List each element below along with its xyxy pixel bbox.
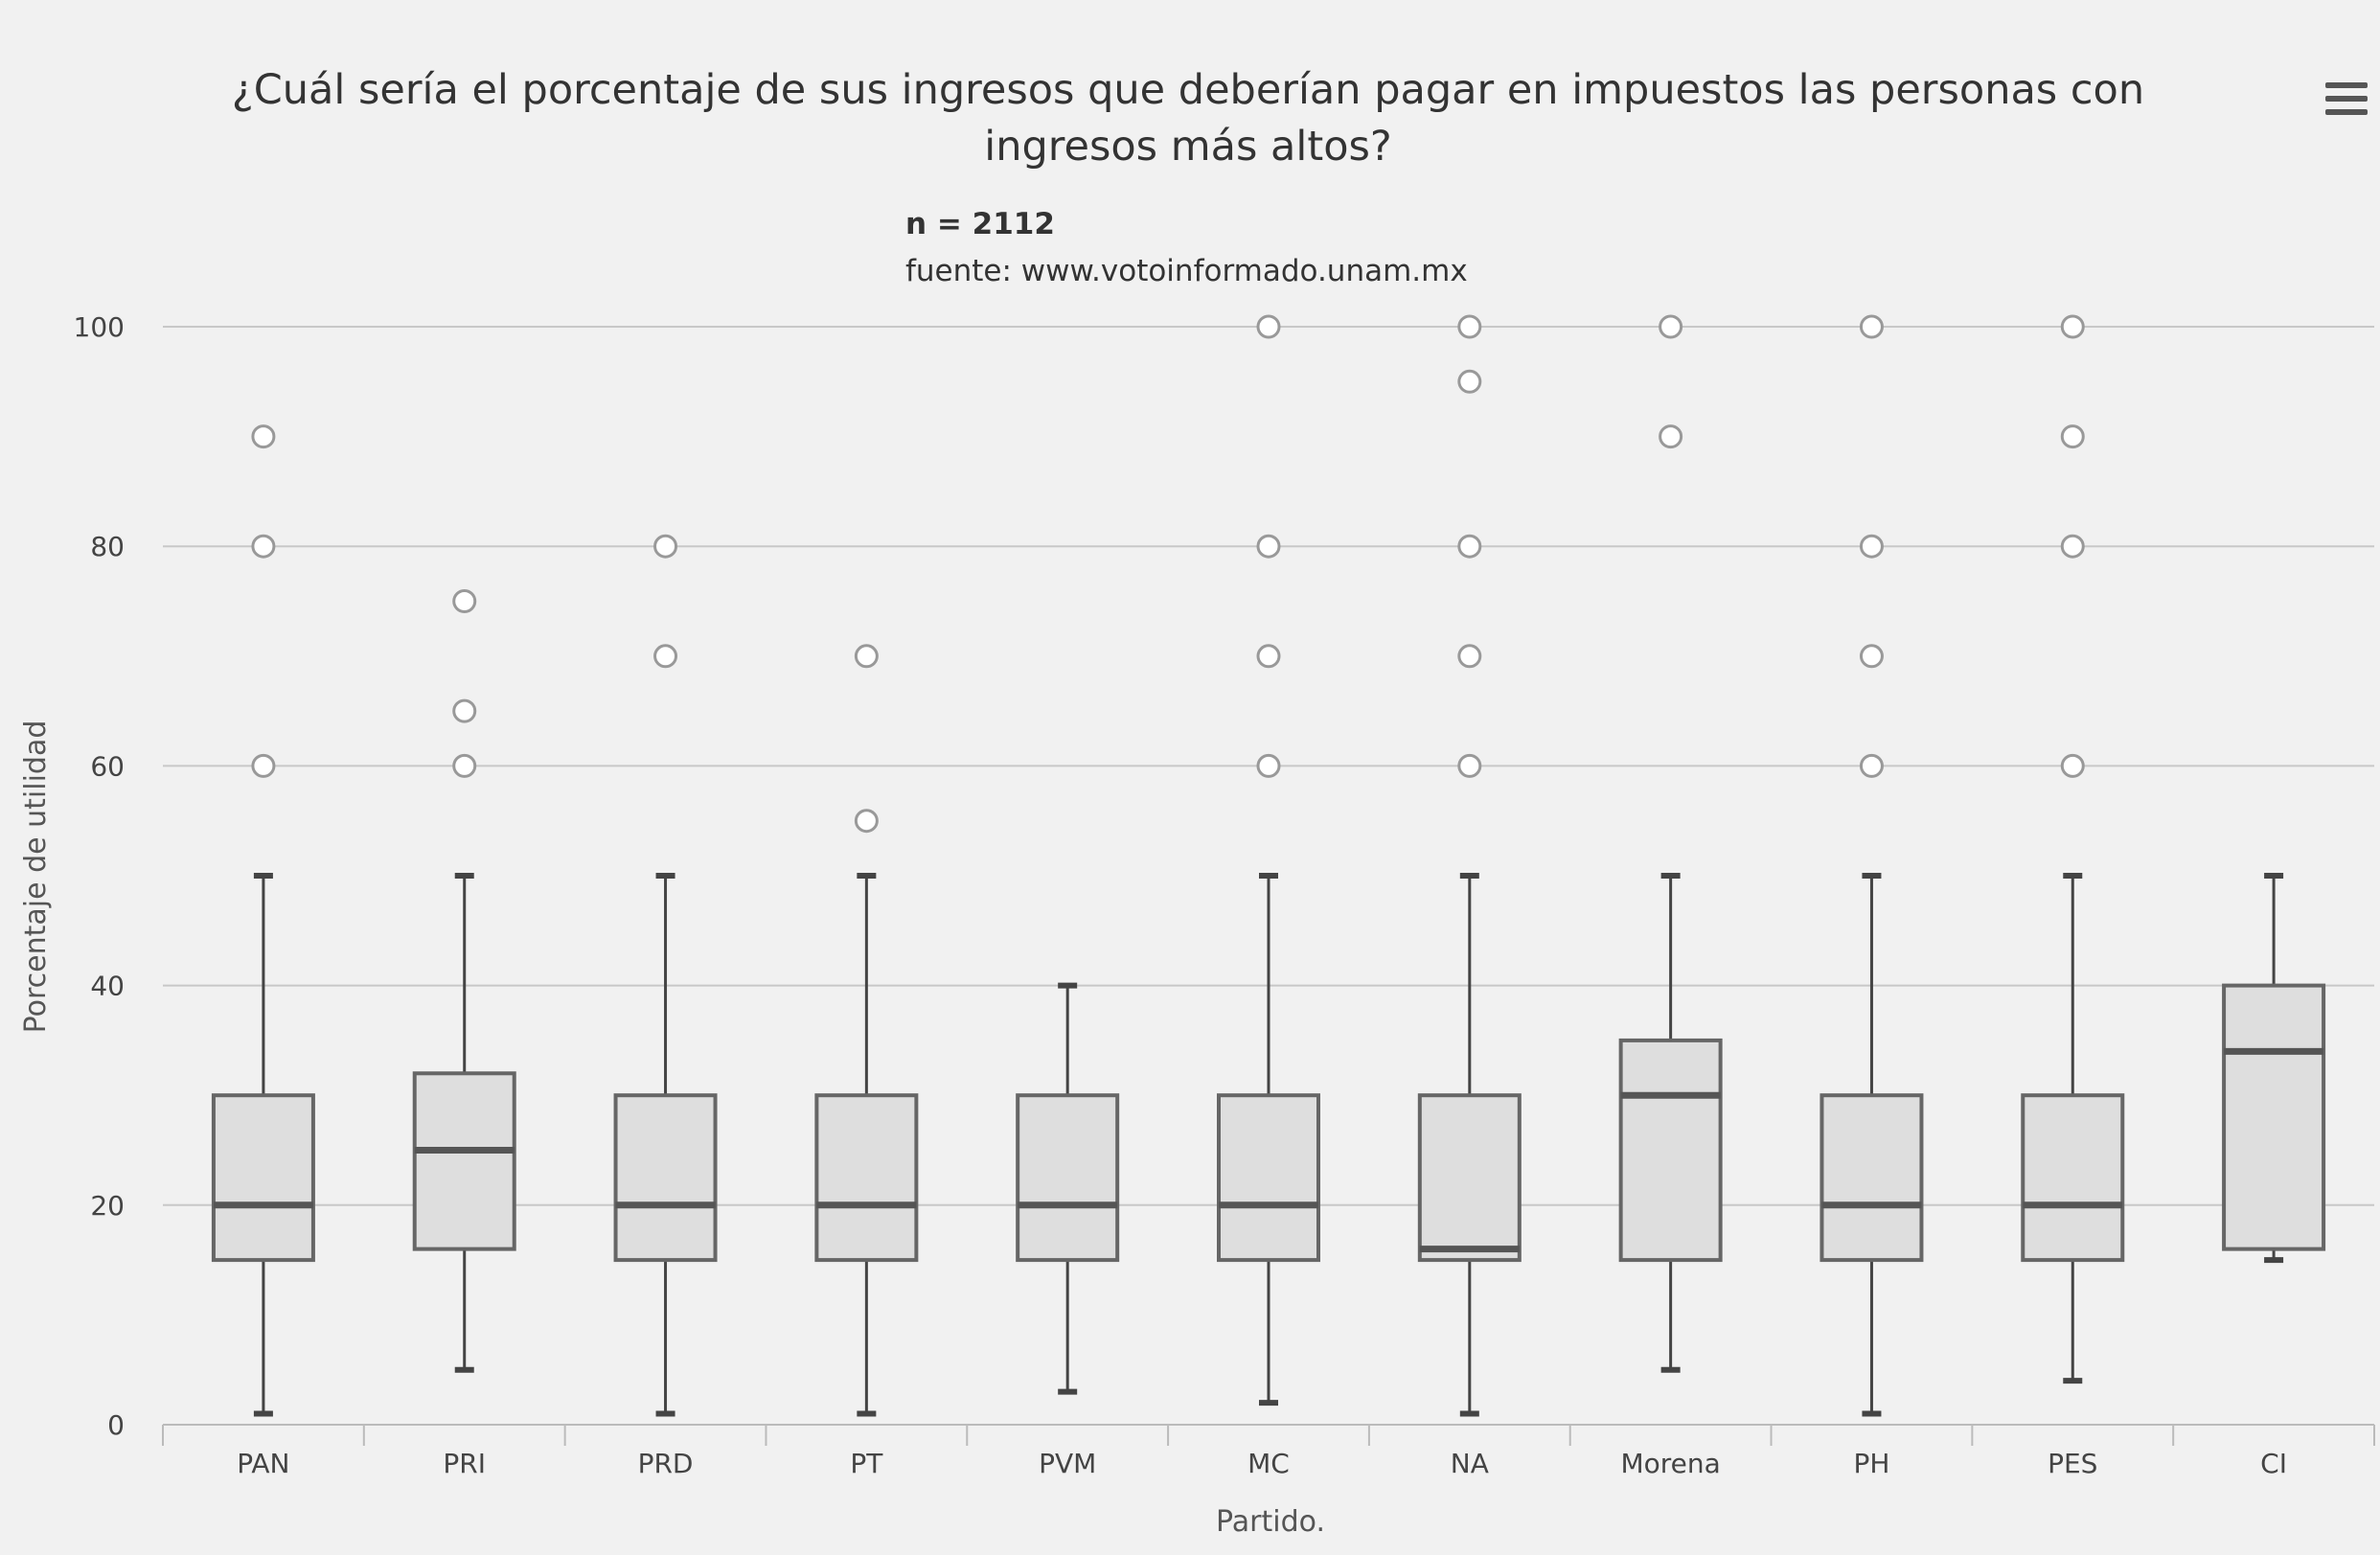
- box-mc: [1217, 1093, 1320, 1263]
- boxes: [211, 873, 2326, 1417]
- y-axis-title: Porcentaje de utilidad: [19, 720, 53, 1034]
- outliers: [251, 314, 2085, 834]
- chart-subtitle-n: n = 2112: [905, 207, 1055, 241]
- outlier-point-na: [1457, 369, 1482, 394]
- x-tick-label-morena: Morena: [1620, 1448, 1720, 1479]
- x-axis-title: Partido.: [1216, 1505, 1325, 1539]
- outlier-point-pan: [251, 753, 276, 778]
- outlier-point-prd: [653, 534, 678, 559]
- outlier-point-ph: [1859, 314, 1884, 339]
- outlier-point-ph: [1859, 644, 1884, 669]
- outlier-point-pri: [452, 589, 477, 613]
- outlier-point-pes: [2060, 314, 2085, 339]
- x-tick-label-mc: MC: [1247, 1448, 1290, 1479]
- x-tick-label-pt: PT: [850, 1448, 883, 1479]
- chart-title-line-1: ¿Cuál sería el porcentaje de sus ingreso…: [232, 66, 2144, 114]
- outlier-point-pt: [854, 809, 879, 834]
- y-tick-label-80: 80: [90, 531, 125, 562]
- x-tick-label-na: NA: [1451, 1448, 1489, 1479]
- y-axis: 0 20 40 60 80 100: [74, 311, 125, 1441]
- outlier-point-na: [1457, 753, 1482, 778]
- box-na: [1417, 1093, 1522, 1263]
- box-pri: [412, 1071, 516, 1251]
- hamburger-menu-icon[interactable]: [2325, 82, 2368, 115]
- box-pt: [814, 1093, 919, 1263]
- outlier-point-mc: [1256, 314, 1281, 339]
- box-pan: [211, 1093, 315, 1263]
- outlier-point-mc: [1256, 753, 1281, 778]
- box-morena: [1618, 1038, 1723, 1263]
- outlier-point-pes: [2060, 534, 2085, 559]
- x-tick-label-pes: PES: [2048, 1448, 2097, 1479]
- outlier-point-pt: [854, 644, 879, 669]
- y-tick-label-0: 0: [107, 1409, 125, 1441]
- x-tick-label-ci: CI: [2260, 1448, 2287, 1479]
- x-tick-label-pan: PAN: [237, 1448, 289, 1479]
- outlier-point-pan: [251, 424, 276, 449]
- x-tick-label-prd: PRD: [638, 1448, 694, 1479]
- outlier-point-pan: [251, 534, 276, 559]
- x-tick-label-ph: PH: [1853, 1448, 1889, 1479]
- outlier-point-ph: [1859, 534, 1884, 559]
- chart-title-line-2: ingresos más altos?: [984, 123, 1391, 171]
- outlier-point-na: [1457, 644, 1482, 669]
- outlier-point-pri: [452, 698, 477, 723]
- box-ph: [1819, 1093, 1924, 1263]
- outlier-point-prd: [653, 644, 678, 669]
- outlier-point-na: [1457, 534, 1482, 559]
- chart-subtitle-source: fuente: www.votoinformado.unam.mx: [905, 254, 1468, 288]
- outlier-point-pri: [452, 753, 477, 778]
- outlier-point-na: [1457, 314, 1482, 339]
- y-tick-label-100: 100: [74, 311, 125, 343]
- box-ci: [2222, 983, 2326, 1251]
- outlier-point-pes: [2060, 753, 2085, 778]
- box-pvm: [1016, 1093, 1120, 1263]
- x-tick-label-pvm: PVM: [1039, 1448, 1096, 1479]
- y-tick-label-40: 40: [90, 971, 125, 1002]
- outlier-point-pes: [2060, 424, 2085, 449]
- y-tick-label-60: 60: [90, 750, 125, 782]
- box-prd: [613, 1093, 718, 1263]
- y-tick-label-20: 20: [90, 1190, 125, 1222]
- x-tick-label-pri: PRI: [443, 1448, 486, 1479]
- outlier-point-ph: [1859, 753, 1884, 778]
- outlier-point-mc: [1256, 644, 1281, 669]
- outlier-point-morena: [1659, 424, 1683, 449]
- outlier-point-morena: [1659, 314, 1683, 339]
- outlier-point-mc: [1256, 534, 1281, 559]
- x-axis: PAN PRI PRD PT PVM MC NA Morena PH PES CI: [162, 1424, 2375, 1479]
- box-pes: [2021, 1093, 2125, 1263]
